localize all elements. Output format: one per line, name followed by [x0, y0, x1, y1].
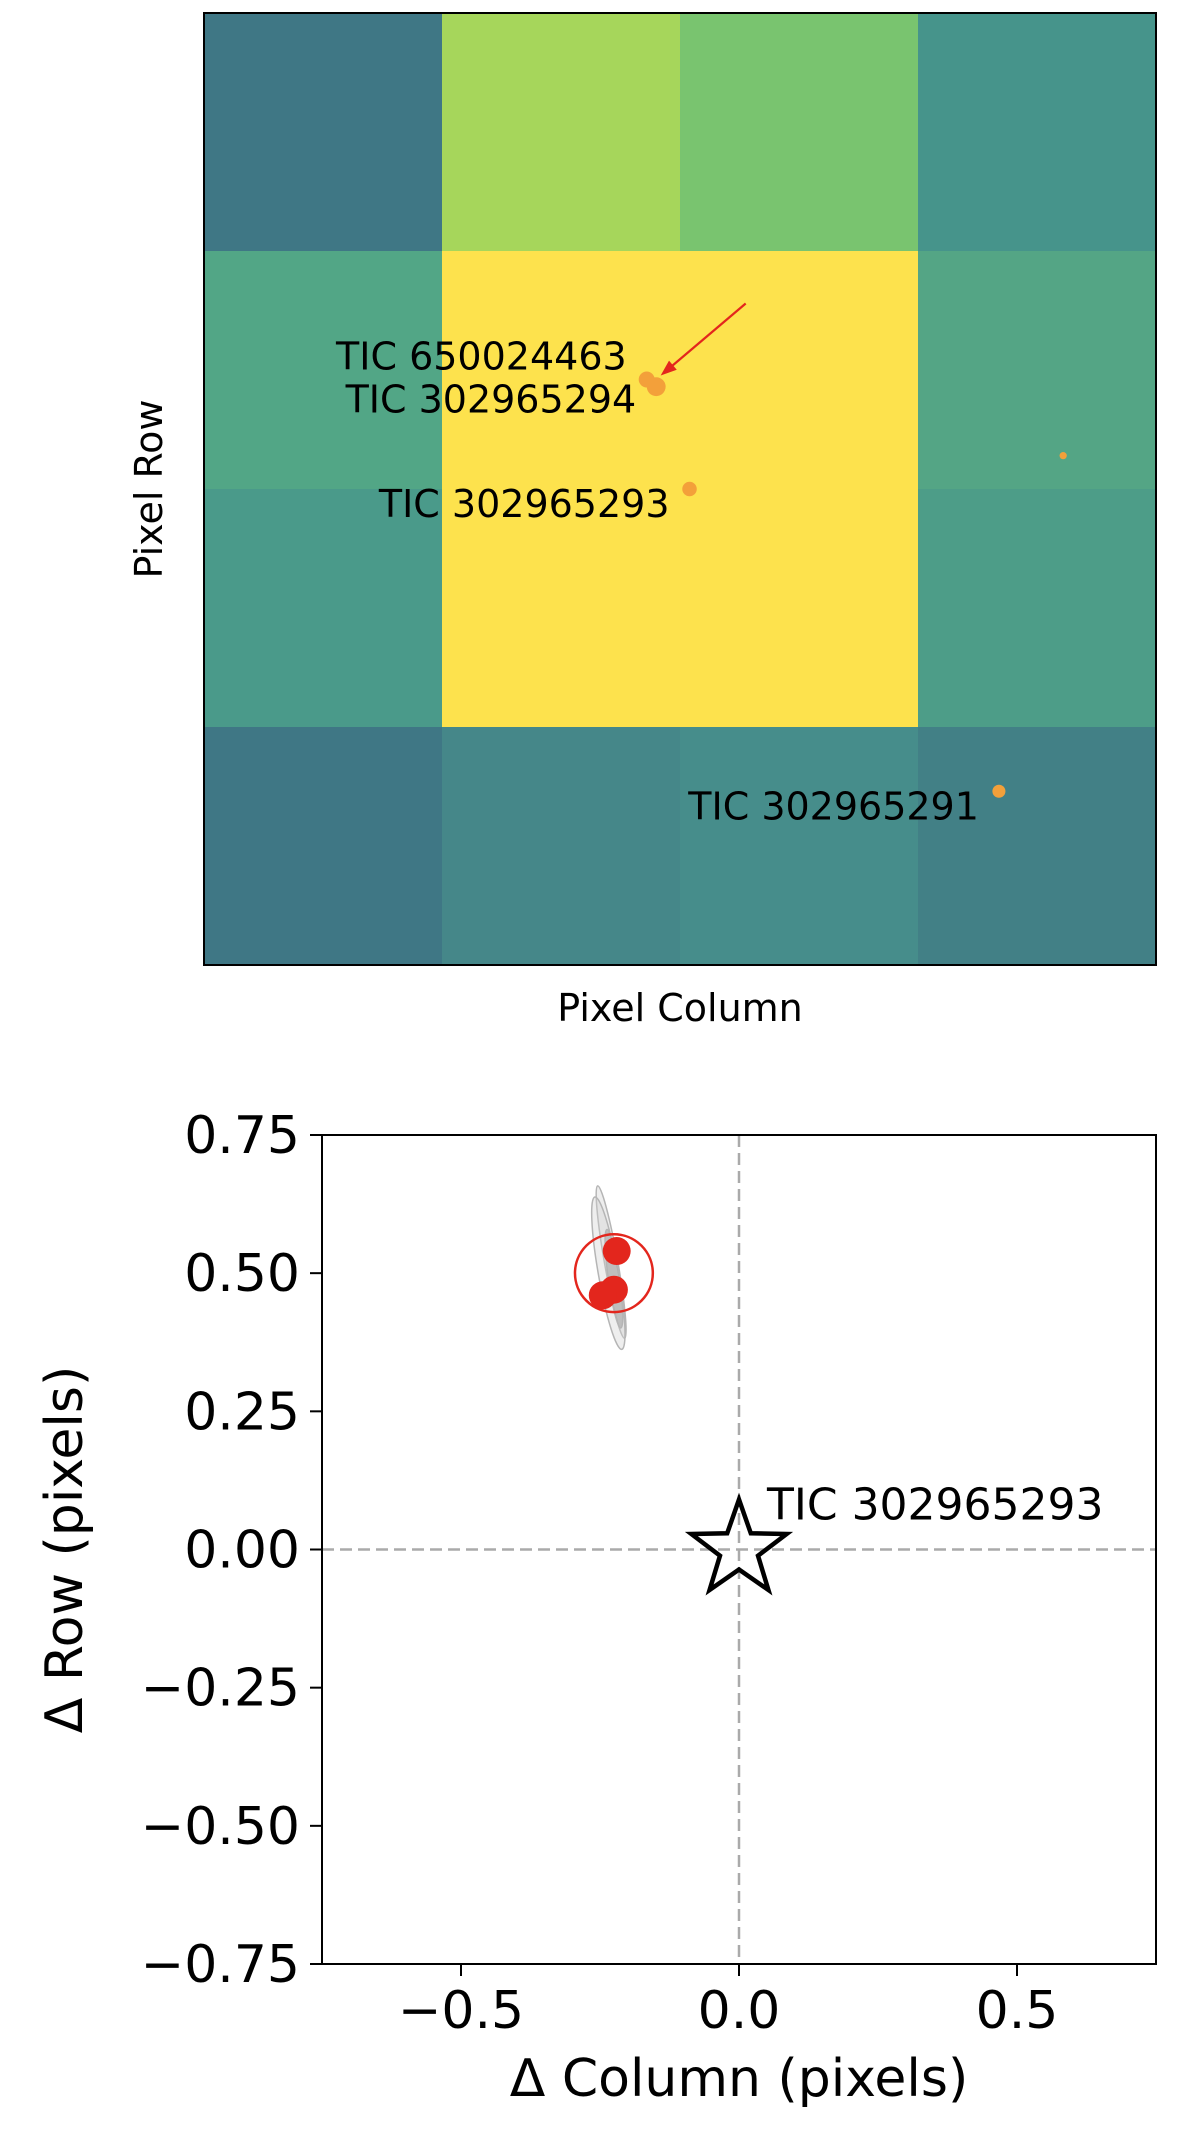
heatmap-pixel — [918, 489, 1157, 728]
source-markers — [638, 371, 1067, 798]
y-tick-label: 0.25 — [184, 1382, 300, 1442]
centroid-point — [602, 1237, 631, 1266]
x-tick-label: −0.5 — [398, 1981, 524, 2041]
y-tick-label: −0.50 — [141, 1797, 300, 1857]
x-tick-label: 0.0 — [698, 1981, 781, 2041]
centroid-offset-plot: TIC 302965293 −0.5 0.0 0.5 0.75 0.50 0.25 0.0… — [35, 1106, 1157, 2109]
x-axis-label: Δ Column (pixels) — [510, 2049, 969, 2109]
source-marker — [682, 481, 697, 497]
heatmap-pixel — [680, 489, 919, 728]
source-marker — [992, 784, 1006, 798]
heatmap-cells — [204, 13, 1157, 966]
heatmap-y-axis-label: Pixel Row — [127, 400, 171, 579]
y-tick-label: −0.75 — [141, 1935, 300, 1995]
y-axis-ticks: 0.75 0.50 0.25 0.00 −0.25 −0.50 −0.75 — [141, 1106, 322, 1995]
source-label: TIC 302965293 — [378, 482, 670, 526]
heatmap-pixel — [680, 727, 919, 966]
source-marker — [646, 377, 666, 397]
heatmap-pixel — [442, 13, 681, 252]
heatmap-pixel — [204, 251, 443, 490]
target-label: TIC 302965293 — [766, 1480, 1104, 1531]
target-arrow-head — [660, 360, 677, 376]
centroid-point — [588, 1281, 617, 1310]
heatmap-x-axis-label: Pixel Column — [557, 986, 803, 1030]
centroid-points — [588, 1237, 631, 1310]
source-marker — [1059, 452, 1067, 460]
y-tick-label: −0.25 — [141, 1659, 300, 1719]
source-label: TIC 302965294 — [345, 378, 637, 422]
heatmap-pixel — [442, 727, 681, 966]
y-tick-label: 0.75 — [184, 1106, 300, 1166]
heatmap-pixel — [918, 13, 1157, 252]
heatmap-pixel — [680, 251, 919, 490]
y-axis-label: Δ Row (pixels) — [35, 1366, 95, 1734]
x-tick-label: 0.5 — [976, 1981, 1059, 2041]
heatmap-frame — [203, 12, 1157, 966]
heatmap-pixel — [442, 251, 681, 490]
source-label: TIC 650024463 — [335, 335, 627, 379]
mean-offset-circle — [573, 1232, 655, 1314]
heatmap-pixel — [918, 251, 1157, 490]
heatmap-pixel — [442, 489, 681, 728]
target-arrow — [665, 302, 747, 372]
y-tick-label: 0.50 — [184, 1244, 300, 1304]
heatmap-pixel — [204, 13, 443, 252]
y-tick-label: 0.00 — [184, 1521, 300, 1581]
heatmap-pixel — [204, 489, 443, 728]
heatmap-pixel — [204, 727, 443, 966]
heatmap-pixel — [680, 13, 919, 252]
target-star-marker — [684, 1492, 794, 1596]
heatmap-pixel — [918, 727, 1157, 966]
x-axis-ticks: −0.5 0.0 0.5 — [398, 1964, 1058, 2041]
source-label: TIC 302965291 — [687, 784, 979, 828]
